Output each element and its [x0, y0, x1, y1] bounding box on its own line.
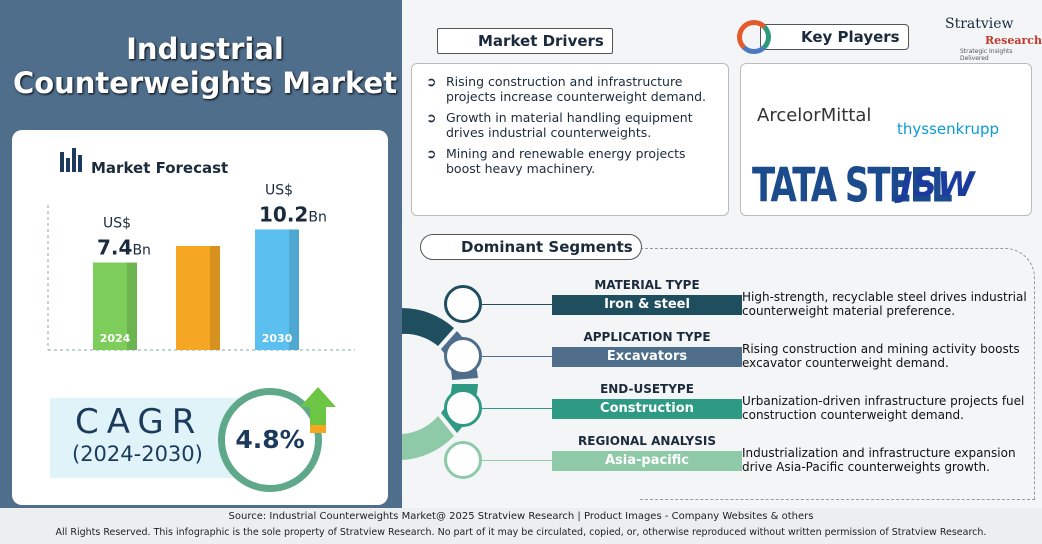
value-label: 10.2Bn [259, 202, 327, 226]
cagr-period: (2024-2030) [72, 442, 203, 466]
x-label: 2024 [100, 332, 131, 345]
bar [93, 262, 137, 350]
segment-type: APPLICATION TYPE [583, 330, 711, 344]
driver-item: Growth in material handling equipment dr… [420, 110, 720, 140]
title: Industrial Counterweights Market [12, 32, 398, 100]
footer [0, 508, 1042, 544]
cagr-box [50, 398, 245, 478]
driver-item: Rising construction and infrastructure p… [420, 74, 720, 104]
arrow-icon [300, 387, 336, 433]
player-logo: ArcelorMittal [757, 105, 872, 126]
unit: Bn [132, 243, 150, 259]
value: 7.4 [97, 236, 132, 260]
brand-tagline: Strategic Insights Delivered [960, 48, 1013, 62]
forecast-chart: Market Forecast 2024US$7.4Bn2030US$10.2B… [47, 148, 355, 351]
segment-type: REGIONAL ANALYSIS [578, 434, 716, 448]
players-header: Key Players [760, 24, 909, 50]
segment-value: Construction [552, 399, 742, 419]
segment-desc: Industrialization and infrastructure exp… [742, 446, 1016, 474]
rights: All Rights Reserved. This infographic is… [55, 527, 987, 538]
value-label: 7.4Bn [97, 236, 151, 260]
player-logo: thyssenkrupp [897, 120, 1000, 138]
segment-type: MATERIAL TYPE [594, 278, 700, 292]
segment-value: Asia-pacific [552, 451, 742, 471]
segment-connector [482, 408, 552, 409]
segment-icon [444, 285, 482, 323]
segment-value: Excavators [552, 347, 742, 367]
driver-item: Mining and renewable energy projects boo… [420, 146, 720, 176]
brand-name: Stratview [945, 16, 1014, 32]
segment-desc: Urbanization-driven infrastructure proje… [742, 394, 1025, 422]
currency: US$ [103, 216, 131, 232]
segment-icon [444, 337, 482, 375]
bar-cap [210, 246, 220, 350]
player-logo: TATA STEEL [752, 158, 953, 214]
segment-connector [482, 304, 552, 305]
segments-header: Dominant Segments [420, 234, 642, 260]
bar [176, 246, 220, 350]
drivers-box: Rising construction and infrastructure p… [411, 63, 729, 216]
segment-desc: Rising construction and mining activity … [742, 342, 1020, 370]
player-logo: JSW [900, 165, 975, 205]
segment-icon [444, 441, 482, 479]
unit: Bn [308, 209, 326, 225]
segment-icon [444, 389, 482, 427]
segment-connector [482, 356, 552, 357]
bar [255, 229, 299, 350]
cagr-label: CAGR [75, 402, 204, 442]
value: 10.2 [259, 202, 308, 226]
players-box [740, 63, 1032, 216]
x-label: 2030 [262, 332, 293, 345]
brand: Stratview [945, 16, 1014, 32]
forecast-title: Market Forecast [91, 159, 228, 177]
source: Source: Industrial Counterweights Market… [228, 511, 814, 522]
segment-desc: High-strength, recyclable steel drives i… [742, 290, 1027, 318]
brand-sub: Research [985, 34, 1042, 47]
players-icon [737, 20, 771, 54]
segments-frame [640, 248, 1035, 500]
segment-type: END-USETYPE [600, 382, 694, 396]
segment-connector [482, 460, 552, 461]
segment-value: Iron & steel [552, 295, 742, 315]
bar-cap [127, 262, 137, 350]
currency: US$ [265, 182, 293, 198]
drivers-header: Market Drivers [437, 28, 613, 54]
bar-cap [289, 229, 299, 350]
